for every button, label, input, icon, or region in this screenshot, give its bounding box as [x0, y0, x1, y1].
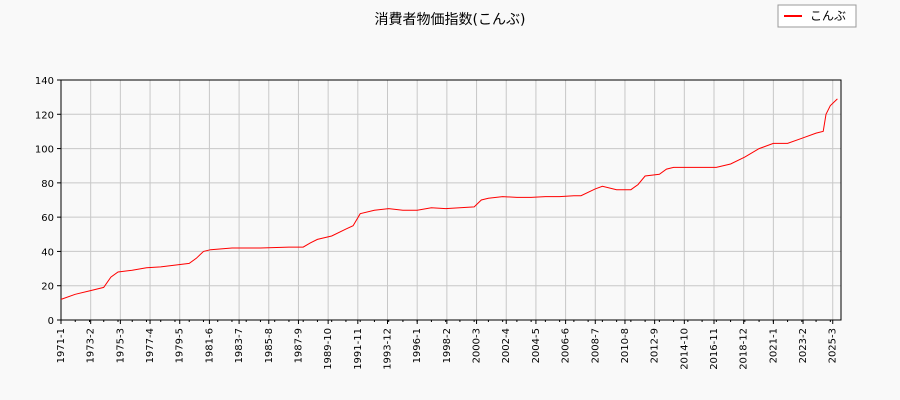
x-tick-label: 2004-5: [531, 328, 542, 363]
x-tick-label: 2016-11: [709, 328, 720, 370]
x-tick-label: 2018-12: [739, 328, 750, 370]
x-tick-label: 1989-10: [323, 328, 334, 370]
y-tick-label: 20: [41, 282, 54, 293]
plot-frame: [60, 79, 842, 321]
x-tick-label: 1996-1: [412, 328, 423, 363]
x-tick-label: 1991-11: [353, 328, 364, 370]
x-tick-label: 2014-10: [679, 328, 690, 370]
legend-label: こんぶ: [810, 9, 846, 23]
x-tick-label: 2000-3: [472, 328, 483, 363]
y-tick-label: 40: [41, 247, 54, 258]
y-tick-label: 60: [41, 213, 54, 224]
x-tick-label: 2002-4: [501, 328, 512, 363]
x-tick-label: 1987-9: [293, 328, 304, 363]
x-tick-labels: 1971-1 1973-2 1975-3 1977-4 1979-5 1981-6 1983…: [56, 328, 839, 370]
y-tick-label: 80: [41, 179, 54, 190]
x-tick-label: 1985-8: [264, 328, 275, 363]
y-tick-label: 120: [35, 110, 54, 121]
x-tick-label: 1979-5: [175, 328, 186, 363]
x-tick-label: 1993-12: [383, 328, 394, 370]
x-tick-label: 1971-1: [56, 328, 67, 363]
x-tick-label: 1977-4: [145, 328, 156, 363]
axes: [57, 79, 842, 324]
chart-title: 消費者物価指数(こんぶ): [375, 12, 526, 28]
x-tick-label: 1983-7: [234, 328, 245, 363]
x-tick-label: 1973-2: [86, 328, 97, 363]
x-tick-label: 2023-2: [798, 328, 809, 363]
x-tick-label: 2010-8: [620, 328, 631, 363]
legend: こんぶ: [777, 4, 857, 28]
series-line: [60, 98, 838, 300]
x-tick-label: 2012-9: [650, 328, 661, 363]
y-tick-label: 100: [35, 145, 54, 156]
x-tick-label: 1998-2: [442, 328, 453, 363]
y-tick-labels: 0 20 40 60 80 100 120 140: [35, 76, 54, 327]
grid: [60, 79, 841, 321]
x-tick-label: 1981-6: [204, 328, 215, 363]
x-tick-label: 2021-1: [768, 328, 779, 363]
x-tick-label: 2025-3: [828, 328, 839, 363]
x-tick-label: 2006-6: [561, 328, 572, 363]
y-tick-label: 0: [48, 316, 54, 327]
y-tick-label: 140: [35, 76, 54, 87]
x-tick-label: 1975-3: [115, 328, 126, 363]
series-layer: [60, 98, 838, 300]
legend-box: [777, 4, 857, 28]
x-tick-label: 2008-7: [590, 328, 601, 363]
